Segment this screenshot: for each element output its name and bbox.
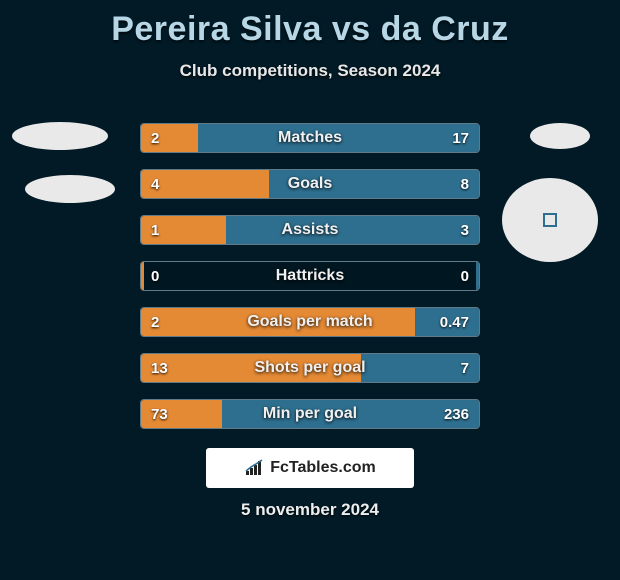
stat-row: 217Matches: [140, 123, 480, 153]
stat-value-left: 1: [151, 216, 159, 244]
stat-bar-left: [141, 262, 144, 290]
stat-row: 137Shots per goal: [140, 353, 480, 383]
stat-value-right: 8: [461, 170, 469, 198]
stat-bar-right: [476, 262, 479, 290]
player-right-photo-placeholder: [530, 123, 590, 149]
stat-label: Hattricks: [141, 262, 479, 290]
brand-name: FcTables.com: [270, 459, 376, 477]
footer-date: 5 november 2024: [0, 500, 620, 520]
stat-bar-right: [222, 400, 479, 428]
stat-value-left: 2: [151, 308, 159, 336]
stat-value-left: 0: [151, 262, 159, 290]
stat-value-left: 2: [151, 124, 159, 152]
stat-value-right: 3: [461, 216, 469, 244]
stat-bar-left: [141, 308, 415, 336]
player-left-club-placeholder: [25, 175, 115, 203]
stat-value-right: 17: [452, 124, 469, 152]
page-title: Pereira Silva vs da Cruz: [0, 0, 620, 49]
stat-bar-right: [198, 124, 479, 152]
comparison-chart: 217Matches48Goals13Assists00Hattricks20.…: [140, 123, 480, 445]
stat-row: 48Goals: [140, 169, 480, 199]
stat-value-right: 0.47: [440, 308, 469, 336]
stat-row: 20.47Goals per match: [140, 307, 480, 337]
stat-bar-left: [141, 354, 361, 382]
stat-bar-left: [141, 170, 269, 198]
stat-row: 0 0Hattricks: [140, 261, 480, 291]
stat-bar-left: [141, 124, 198, 152]
stat-row: 73236Min per goal: [140, 399, 480, 429]
stat-value-right: 236: [444, 400, 469, 428]
stat-value-left: 13: [151, 354, 168, 382]
stat-value-right: 0: [461, 262, 469, 290]
stat-value-right: 7: [461, 354, 469, 382]
stat-value-left: 73: [151, 400, 168, 428]
club-badge-icon: [543, 213, 557, 227]
stat-bar-right: [269, 170, 479, 198]
stat-bar-right: [226, 216, 480, 244]
brand-badge: FcTables.com: [206, 448, 414, 488]
stat-value-left: 4: [151, 170, 159, 198]
stat-row: 13Assists: [140, 215, 480, 245]
page-subtitle: Club competitions, Season 2024: [0, 61, 620, 81]
brand-logo-icon: [244, 459, 266, 477]
player-left-photo-placeholder: [12, 122, 108, 150]
player-right-club-badge: [502, 178, 598, 262]
